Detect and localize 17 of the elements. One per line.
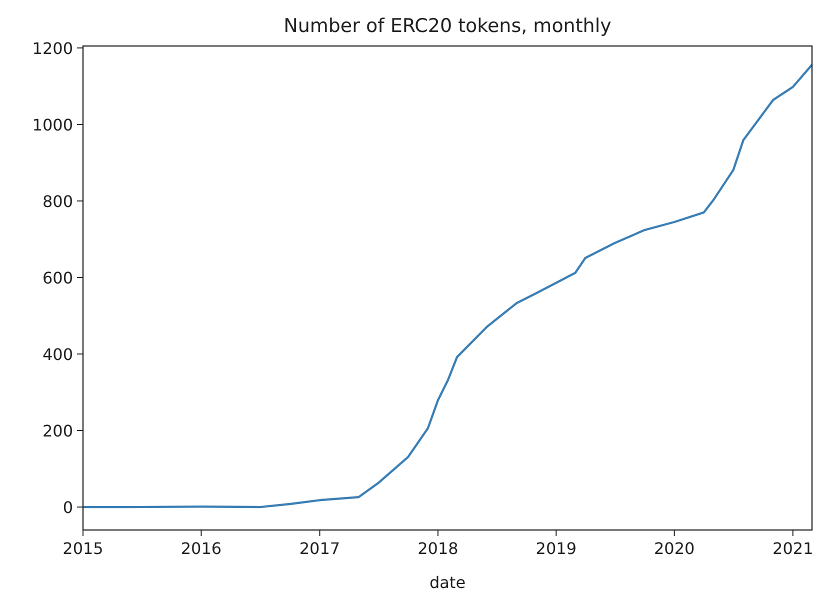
x-axis-title: date xyxy=(429,573,466,592)
x-tick-label: 2021 xyxy=(772,539,814,558)
x-tick-label: 2020 xyxy=(654,539,695,558)
y-tick-label: 800 xyxy=(42,192,73,211)
x-tick-label: 2018 xyxy=(418,539,458,558)
y-tick-label: 600 xyxy=(42,268,73,288)
y-tick-label: 200 xyxy=(42,422,73,441)
x-tick-label: 2016 xyxy=(180,539,222,558)
y-tick-label: 0 xyxy=(62,498,73,518)
line-series xyxy=(82,64,814,508)
x-tick-label: 2017 xyxy=(299,539,340,558)
chart-title: Number of ERC20 tokens, monthly xyxy=(284,15,612,37)
x-tick-label: 2019 xyxy=(536,539,577,558)
y-tick-label: 1000 xyxy=(32,115,73,134)
y-tick-label: 1200 xyxy=(32,38,73,58)
x-tick-label: 2015 xyxy=(62,539,104,558)
y-tick-label: 400 xyxy=(42,345,73,364)
